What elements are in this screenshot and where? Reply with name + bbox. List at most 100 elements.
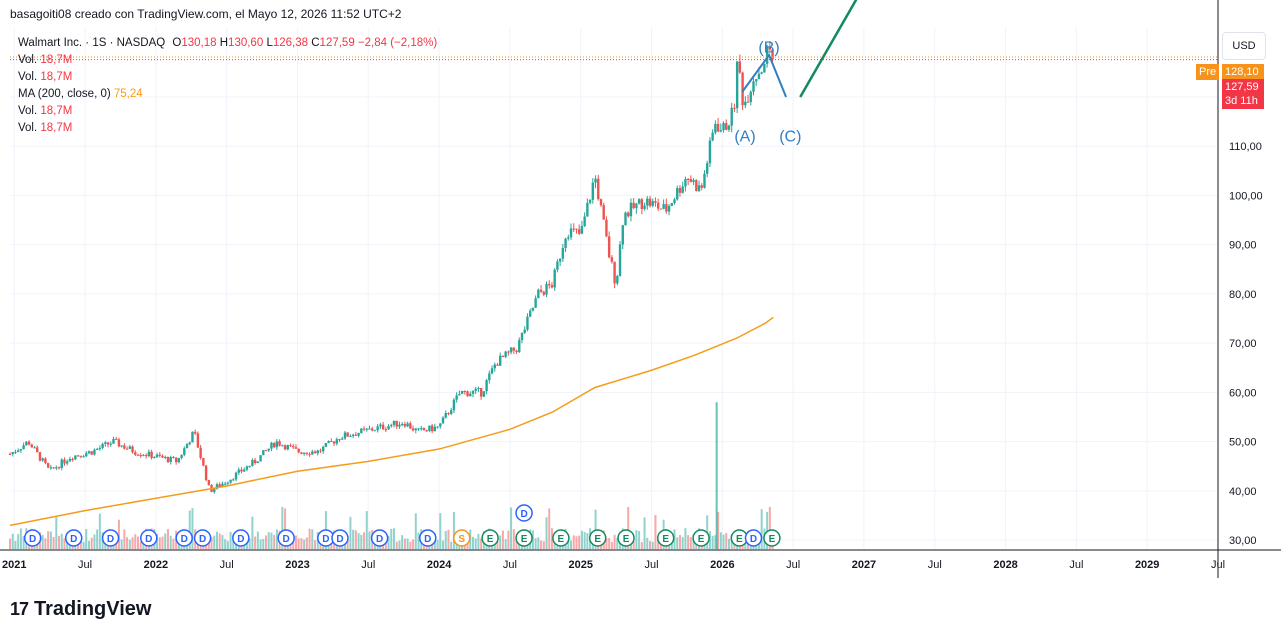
candle-body — [403, 423, 407, 427]
candle-body — [567, 237, 570, 239]
volume-bar — [360, 534, 363, 550]
candle-body — [553, 269, 556, 288]
candle-body — [471, 390, 475, 394]
event-marker-letter: E — [662, 534, 669, 545]
ma-label[interactable]: MA (200, close, 0) — [18, 88, 111, 100]
earnings-marker — [515, 529, 533, 547]
x-tick-label: 2023 — [285, 559, 309, 571]
volume-bar — [681, 537, 684, 550]
candle-body — [275, 441, 279, 448]
volume-bar — [169, 535, 172, 550]
volume-bar — [363, 532, 366, 550]
candle-body — [136, 454, 140, 456]
earnings-marker — [552, 529, 570, 547]
candle-body — [147, 451, 151, 457]
event-marker-letter: E — [521, 534, 528, 545]
volume-bar — [303, 539, 306, 550]
volume-bar — [499, 535, 502, 550]
volume-bar — [275, 529, 278, 550]
candle-body — [395, 420, 398, 427]
candle-body — [36, 447, 39, 453]
ma-value: 75,24 — [113, 88, 143, 100]
candles — [8, 41, 774, 494]
volume-bar — [722, 534, 725, 550]
symbol-label[interactable]: Walmart Inc. · 1S · NASDAQ — [18, 37, 166, 49]
volume-bar — [256, 531, 259, 550]
candle-body — [95, 448, 99, 450]
volume-row: Vol. 18,7M — [18, 120, 437, 137]
event-marker-letter: D — [520, 509, 527, 520]
candle-body — [558, 258, 562, 262]
candle-body — [229, 479, 232, 483]
candle-body — [183, 448, 186, 455]
volume-bar — [98, 513, 101, 550]
candle-body — [49, 467, 53, 469]
candle-body — [409, 423, 412, 429]
volume-bar — [349, 516, 352, 550]
volume-bar — [537, 537, 540, 550]
candle-body — [485, 380, 488, 392]
candle-body — [294, 447, 298, 449]
candle-body — [466, 391, 469, 397]
candle-body — [161, 455, 164, 458]
candle-body — [365, 428, 368, 430]
candle-body — [354, 434, 358, 436]
candle-body — [605, 219, 608, 237]
candle-body — [25, 441, 28, 446]
event-markers: D D D D D D D D D D D D S E E E E E E E E D ED — [23, 504, 781, 547]
candle-body — [425, 430, 428, 432]
event-marker-letter: E — [623, 534, 630, 545]
volume-bar — [501, 530, 504, 550]
x-tick-label: 2021 — [2, 559, 26, 571]
candle-body — [259, 455, 262, 462]
candle-body — [763, 63, 766, 73]
volume-bar — [60, 533, 63, 550]
candle-body — [191, 431, 194, 443]
earnings-marker — [481, 529, 499, 547]
candle-body — [332, 441, 336, 444]
candle-body — [55, 467, 58, 469]
tradingview-logo[interactable]: 17 TradingView — [10, 598, 151, 621]
dividend-marker — [370, 529, 389, 547]
candle-body — [338, 439, 341, 441]
volume-bar — [294, 535, 297, 550]
event-marker-letter: E — [594, 534, 601, 545]
candle-body — [202, 458, 205, 466]
volume-bar — [719, 532, 722, 550]
split-marker — [453, 529, 471, 547]
volume-bar — [265, 535, 268, 550]
event-marker-letter: D — [237, 534, 244, 545]
event-marker-letter: E — [487, 534, 494, 545]
earnings-marker — [763, 529, 781, 547]
volume-value: 18,7M — [40, 105, 73, 117]
candle-body — [548, 283, 551, 286]
currency-button[interactable]: USD — [1222, 32, 1266, 60]
volume-value: 18,7M — [40, 54, 73, 66]
bar-countdown: 3d 11h — [1222, 93, 1264, 109]
candle-body — [441, 417, 445, 424]
volume-bar — [442, 540, 445, 550]
volume-bar — [570, 540, 573, 550]
candle-body — [218, 484, 221, 487]
event-marker-letter: D — [29, 534, 36, 545]
volume-bar — [352, 529, 355, 550]
candle-body — [654, 201, 657, 203]
volume-bar — [314, 540, 317, 550]
candle-body — [616, 276, 619, 284]
volume-bar — [575, 536, 578, 550]
candle-body — [428, 425, 431, 431]
volume-bar — [213, 535, 216, 550]
candle-body — [155, 454, 159, 458]
volume-bar — [365, 511, 368, 550]
volume-bar — [172, 538, 175, 550]
candle-body — [716, 123, 720, 132]
candle-body — [16, 450, 20, 452]
candle-body — [150, 451, 153, 459]
candle-body — [324, 443, 328, 447]
candle-body — [286, 445, 289, 450]
volume-row: Vol. 18,7M — [18, 52, 437, 69]
volume-bar — [646, 537, 649, 550]
candle-body — [722, 123, 725, 131]
